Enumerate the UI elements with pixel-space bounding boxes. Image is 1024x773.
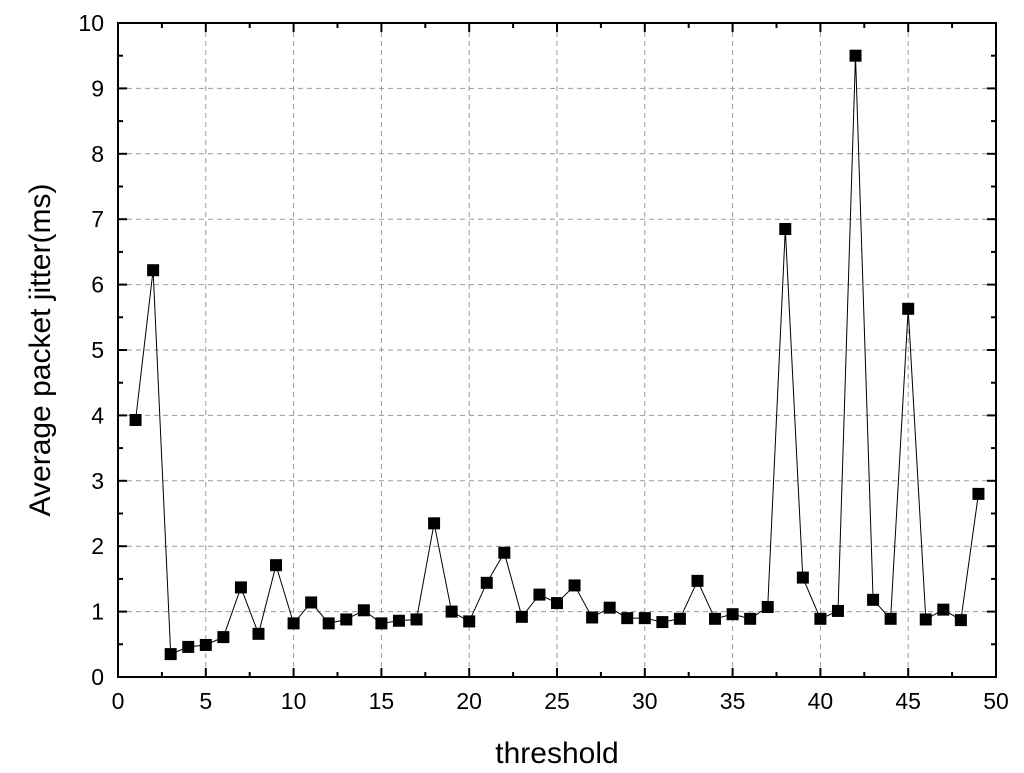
data-point <box>129 413 142 426</box>
data-point <box>480 576 493 589</box>
data-point <box>445 605 458 618</box>
data-point <box>463 615 476 628</box>
data-point <box>972 487 985 500</box>
y-tick-label: 8 <box>91 141 104 167</box>
y-tick-label: 6 <box>91 272 104 298</box>
data-point <box>410 613 423 626</box>
data-point <box>673 612 686 625</box>
data-point <box>726 608 739 621</box>
data-point <box>796 571 809 584</box>
data-point <box>902 302 915 315</box>
data-point <box>761 601 774 614</box>
data-point <box>621 612 634 625</box>
data-point <box>867 593 880 606</box>
y-tick-label: 1 <box>91 599 104 625</box>
y-tick-label: 2 <box>91 533 104 559</box>
data-point <box>814 612 827 625</box>
data-point <box>199 638 212 651</box>
data-point <box>656 616 669 629</box>
data-point <box>954 614 967 627</box>
data-point <box>234 581 247 594</box>
data-point <box>182 640 195 653</box>
x-tick-label: 0 <box>112 688 125 714</box>
data-point <box>779 223 792 236</box>
data-point <box>849 49 862 62</box>
data-point <box>568 579 581 592</box>
y-tick-label: 7 <box>91 206 104 232</box>
data-point <box>340 613 353 626</box>
data-point <box>305 596 318 609</box>
data-point <box>884 612 897 625</box>
data-point <box>919 613 932 626</box>
data-point <box>603 601 616 614</box>
data-point <box>375 617 388 630</box>
data-point <box>498 546 511 559</box>
data-point <box>252 627 265 640</box>
data-point <box>638 612 651 625</box>
x-tick-label: 45 <box>895 688 921 714</box>
data-point <box>147 264 160 277</box>
data-point <box>937 603 950 616</box>
data-point <box>287 617 300 630</box>
y-tick-label: 3 <box>91 468 104 494</box>
y-tick-labels: 0 1 2 3 4 5 6 7 8 9 10 <box>78 10 104 690</box>
data-point <box>164 648 177 661</box>
y-tick-label: 0 <box>91 664 104 690</box>
y-tick-label: 10 <box>78 10 104 36</box>
data-point <box>709 612 722 625</box>
data-point <box>515 610 528 623</box>
y-tick-label: 9 <box>91 75 104 101</box>
data-point <box>533 588 546 601</box>
y-tick-label: 4 <box>91 402 104 428</box>
axis-ticks <box>117 22 997 678</box>
x-tick-label: 30 <box>632 688 658 714</box>
data-point <box>551 597 563 610</box>
x-tick-label: 20 <box>456 688 482 714</box>
data-points <box>129 49 985 661</box>
x-tick-label: 5 <box>199 688 212 714</box>
x-tick-label: 25 <box>544 688 570 714</box>
x-tick-label: 15 <box>369 688 395 714</box>
data-point <box>392 614 405 627</box>
data-point <box>217 631 230 644</box>
x-tick-label: 35 <box>720 688 746 714</box>
x-axis-title: threshold <box>495 737 618 770</box>
data-point <box>428 517 441 530</box>
y-tick-label: 5 <box>91 337 104 363</box>
x-tick-label: 50 <box>983 688 1009 714</box>
x-tick-labels: 0 5 10 15 20 25 30 35 40 45 50 <box>112 688 1009 714</box>
data-point <box>691 574 704 587</box>
x-tick-label: 40 <box>808 688 834 714</box>
data-point <box>586 611 599 624</box>
data-point <box>744 612 757 625</box>
gridlines <box>118 23 996 677</box>
y-axis-title: Average packet jitter(ms) <box>24 184 57 517</box>
data-point <box>322 617 335 630</box>
data-point <box>831 604 844 617</box>
x-tick-label: 10 <box>281 688 307 714</box>
data-point <box>270 559 283 572</box>
data-point <box>357 604 370 617</box>
